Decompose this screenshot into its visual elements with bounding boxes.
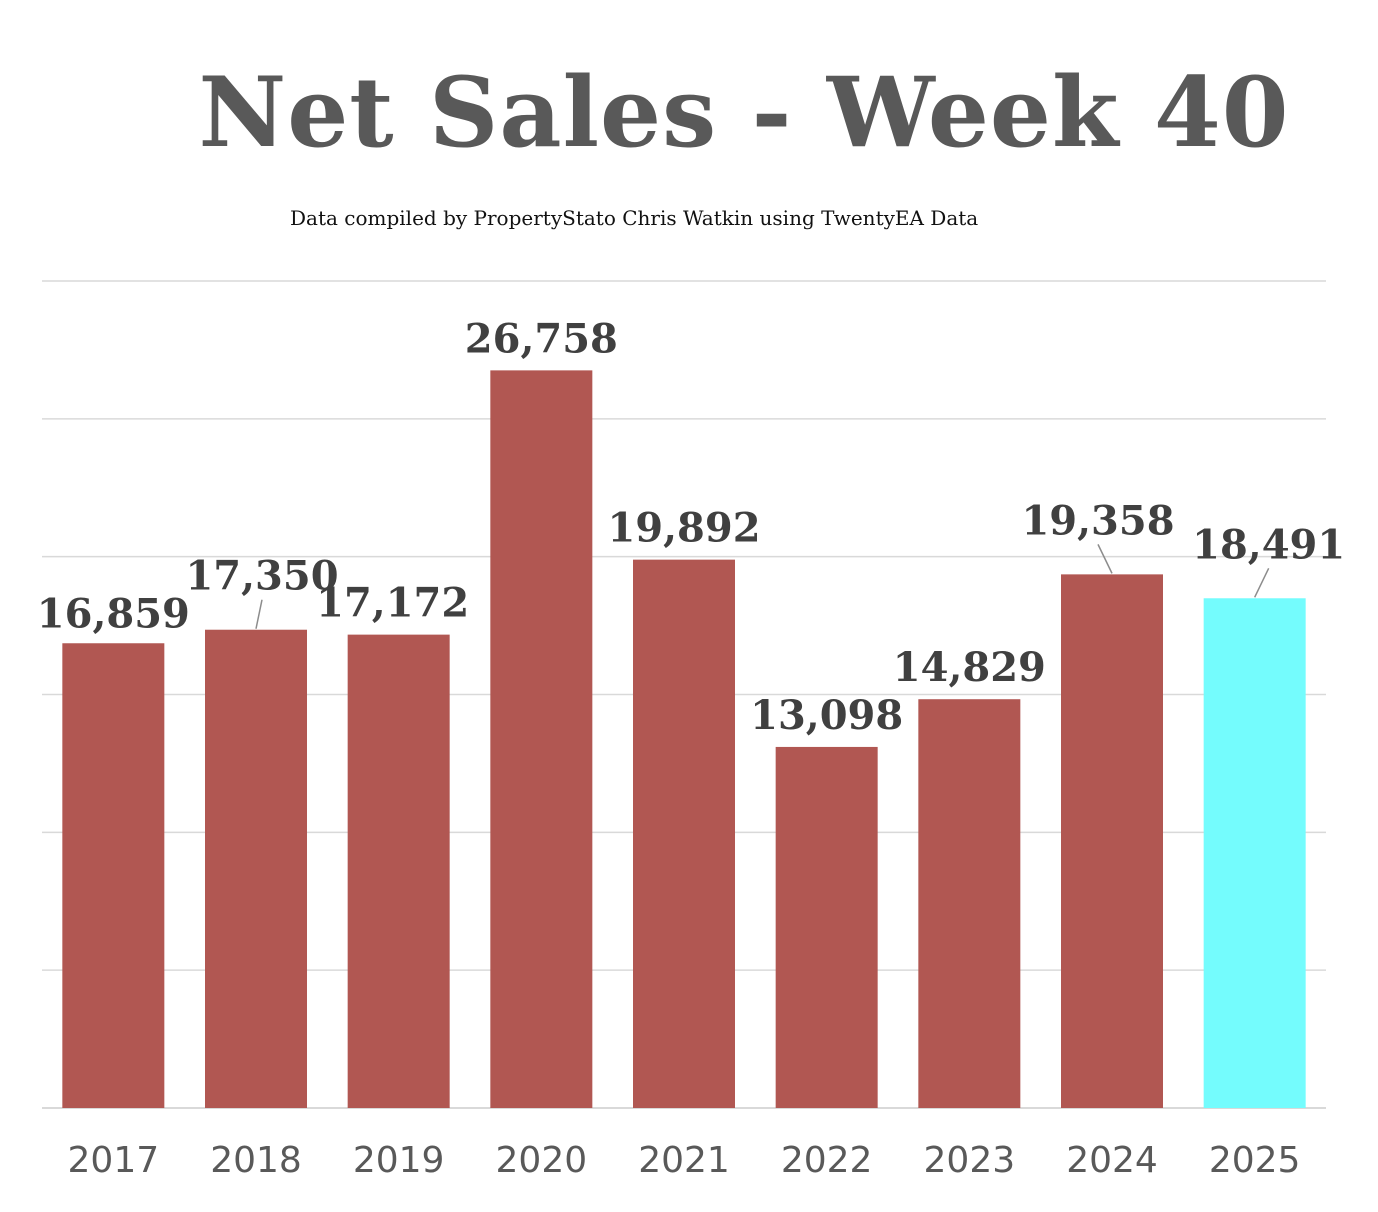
bar-2023 bbox=[918, 699, 1021, 1108]
bar-2019 bbox=[347, 634, 450, 1108]
bar-2017 bbox=[62, 643, 165, 1108]
chart-subtitle: Data compiled by PropertyStato Chris Wat… bbox=[290, 206, 979, 230]
leader-line-2025 bbox=[1253, 567, 1270, 598]
data-label-2023: 14,829 bbox=[893, 644, 1046, 691]
x-tick-2020: 2020 bbox=[496, 1140, 588, 1181]
bar-2025 bbox=[1203, 598, 1306, 1108]
chart-title: Net Sales - Week 40 bbox=[198, 56, 1290, 169]
data-label-2020: 26,758 bbox=[465, 315, 618, 362]
bar-2018 bbox=[205, 629, 307, 1108]
leader-line-2024 bbox=[1097, 544, 1113, 574]
label-leader-lines bbox=[255, 544, 1270, 629]
x-tick-2021: 2021 bbox=[638, 1140, 730, 1181]
x-tick-2019: 2019 bbox=[353, 1140, 445, 1181]
bar-2024 bbox=[1061, 574, 1163, 1108]
leader-line-2018 bbox=[255, 599, 263, 629]
x-tick-2022: 2022 bbox=[781, 1140, 873, 1181]
data-label-2022: 13,098 bbox=[750, 692, 903, 739]
bar-2020 bbox=[490, 370, 593, 1109]
data-label-2018: 17,350 bbox=[185, 553, 338, 600]
bar-2022 bbox=[775, 746, 878, 1108]
bars bbox=[62, 370, 1306, 1109]
data-label-2017: 16,859 bbox=[37, 590, 190, 637]
x-tick-2025: 2025 bbox=[1209, 1140, 1301, 1181]
data-label-2019: 17,172 bbox=[316, 580, 469, 627]
data-label-2024: 19,358 bbox=[1021, 497, 1174, 544]
x-tick-2017: 2017 bbox=[68, 1140, 160, 1181]
x-axis-tick-labels: 2017 2018 2019 2020 2021 2022 2023 2024 2025 bbox=[68, 1140, 1301, 1181]
x-tick-2018: 2018 bbox=[210, 1140, 302, 1181]
data-label-2021: 19,892 bbox=[607, 505, 760, 552]
x-tick-2024: 2024 bbox=[1066, 1140, 1158, 1181]
x-tick-2023: 2023 bbox=[924, 1140, 1016, 1181]
data-label-2025: 18,491 bbox=[1192, 521, 1345, 568]
bar-2021 bbox=[633, 559, 735, 1108]
